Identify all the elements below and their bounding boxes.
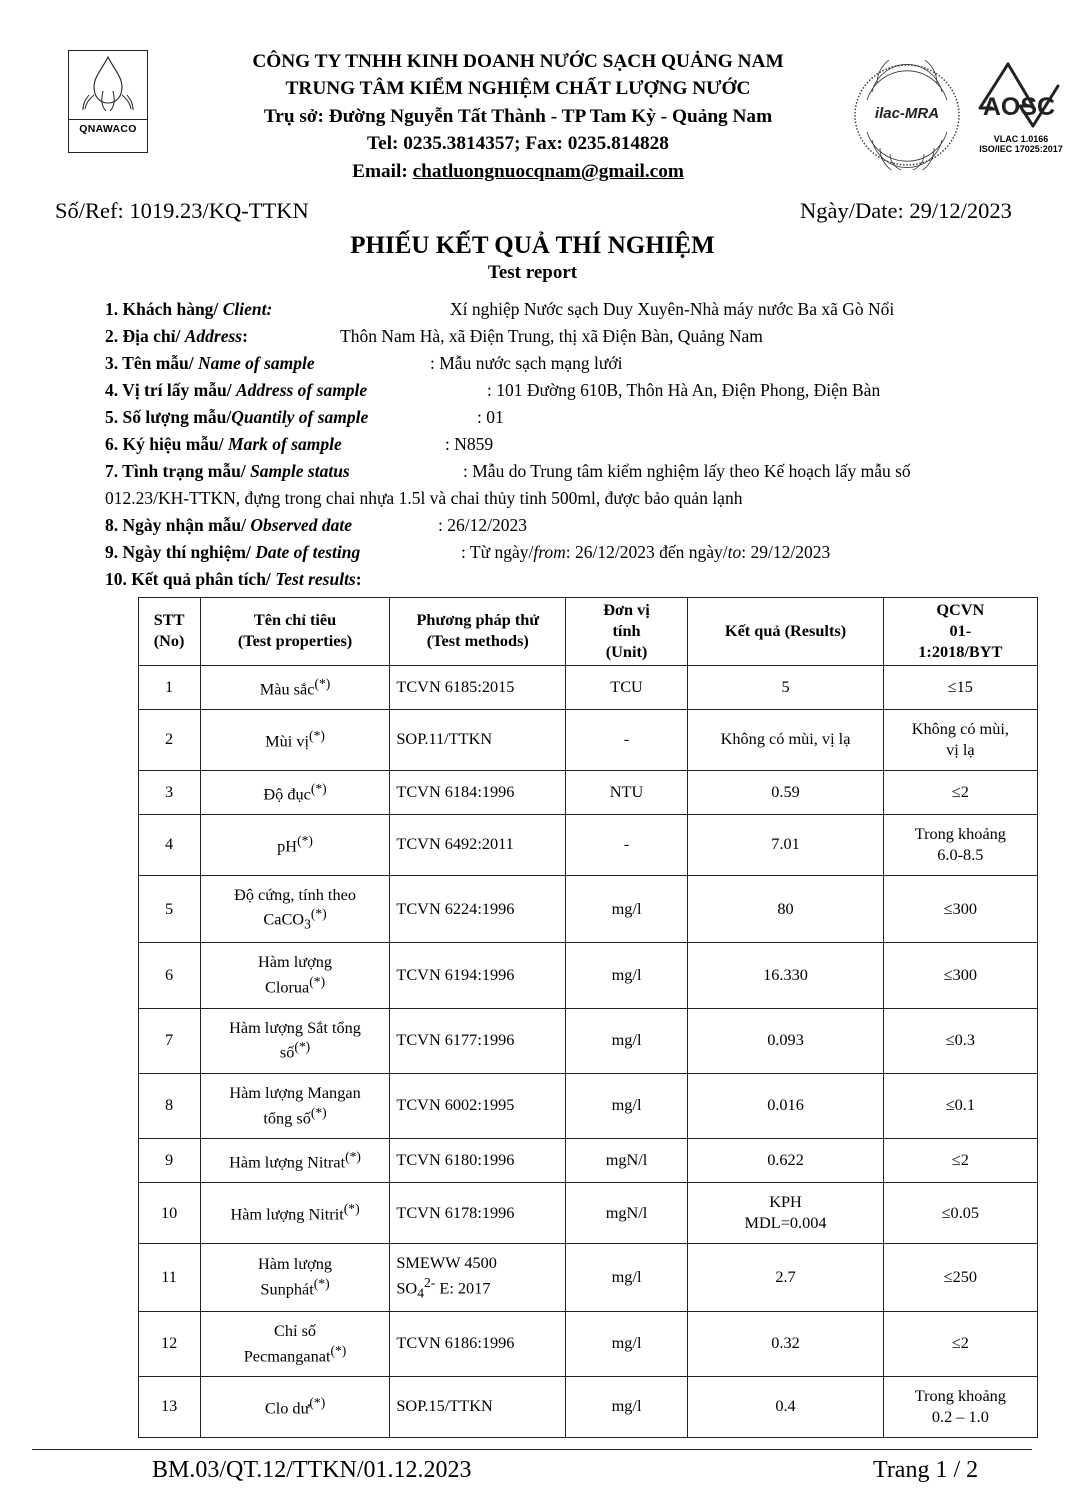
svg-text:AOSC: AOSC	[983, 93, 1055, 121]
svg-text:ilac-MRA: ilac-MRA	[875, 105, 939, 122]
